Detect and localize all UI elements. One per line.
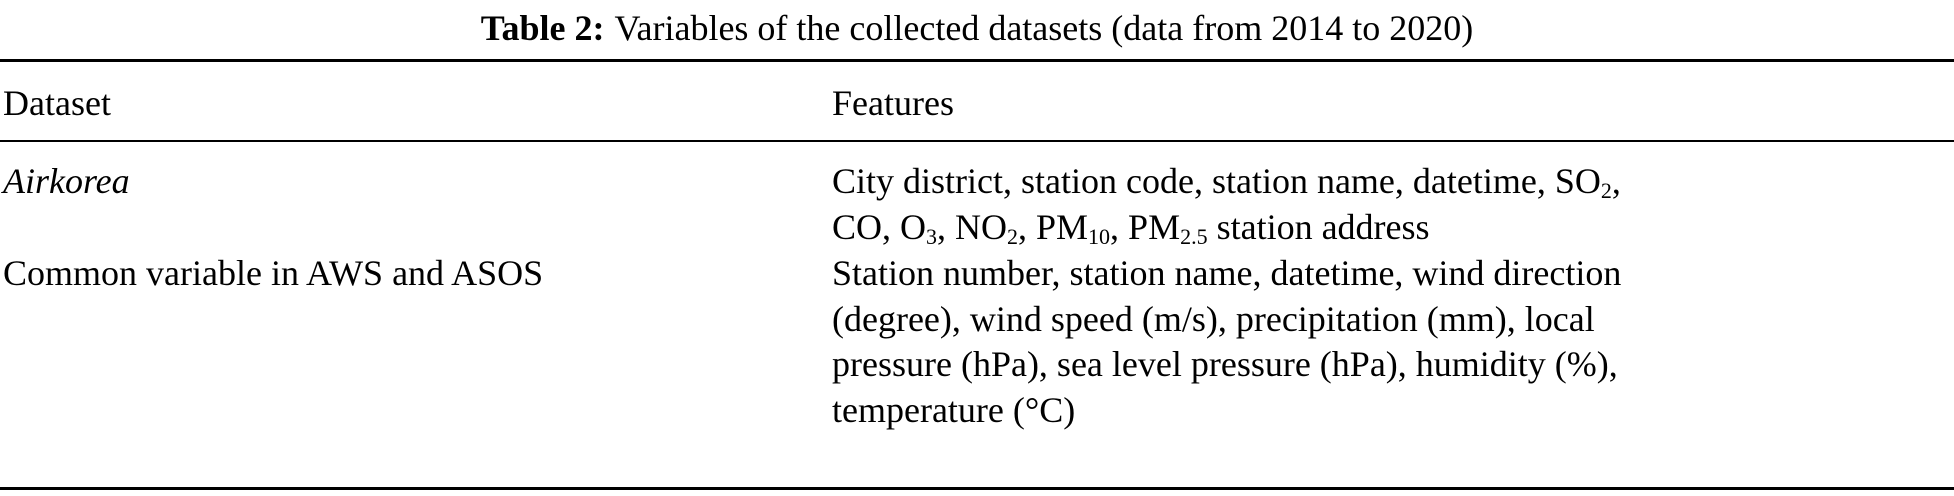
- subscript: 2: [1007, 224, 1019, 249]
- header-rule: [0, 140, 1954, 142]
- subscript: 2: [1600, 178, 1612, 203]
- text: ,: [1611, 161, 1621, 201]
- features-line: Station number, station name, datetime, …: [832, 253, 1622, 293]
- subscript: 2.5: [1180, 224, 1208, 249]
- text: , NO: [937, 207, 1008, 247]
- table-caption: Table 2: Variables of the collected datas…: [0, 6, 1954, 50]
- top-rule: [0, 59, 1954, 62]
- features-line: CO, O3, NO2, PM10, PM2.5 station address: [832, 204, 1430, 250]
- features-line: (degree), wind speed (m/s), precipitatio…: [832, 299, 1595, 339]
- header-features: Features: [832, 83, 954, 123]
- text: , PM: [1110, 207, 1181, 247]
- dataset-name: Airkorea: [3, 161, 130, 201]
- text: station address: [1207, 207, 1430, 247]
- text: City district, station code, station nam…: [832, 161, 1601, 201]
- table-caption-text: Variables of the collected datasets (dat…: [614, 8, 1474, 48]
- text: CO, O: [832, 207, 927, 247]
- dataset-cell: Common variable in AWS and ASOS: [3, 253, 544, 293]
- dataset-cell: Airkorea: [3, 158, 130, 204]
- subscript: 3: [926, 224, 938, 249]
- features-line: pressure (hPa), sea level pressure (hPa)…: [832, 344, 1618, 384]
- subscript: 10: [1088, 224, 1111, 249]
- bottom-rule: [0, 487, 1954, 490]
- text: , PM: [1018, 207, 1089, 247]
- features-line: City district, station code, station nam…: [832, 158, 1621, 204]
- table-caption-label: Table 2:: [480, 8, 605, 48]
- header-dataset: Dataset: [3, 83, 111, 123]
- features-line: temperature (°C): [832, 390, 1076, 430]
